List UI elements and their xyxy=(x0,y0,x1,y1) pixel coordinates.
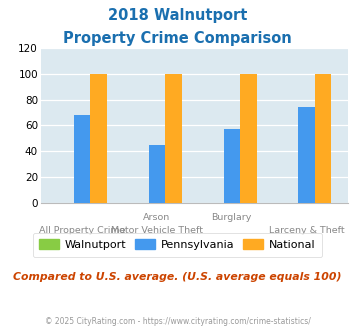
Text: © 2025 CityRating.com - https://www.cityrating.com/crime-statistics/: © 2025 CityRating.com - https://www.city… xyxy=(45,317,310,326)
Text: Compared to U.S. average. (U.S. average equals 100): Compared to U.S. average. (U.S. average … xyxy=(13,272,342,282)
Text: Burglary: Burglary xyxy=(212,213,252,222)
Text: Property Crime Comparison: Property Crime Comparison xyxy=(63,31,292,46)
Bar xyxy=(315,74,332,203)
Bar xyxy=(224,129,240,203)
Text: 2018 Walnutport: 2018 Walnutport xyxy=(108,8,247,23)
Bar xyxy=(299,107,315,203)
Bar xyxy=(240,74,257,203)
Bar xyxy=(74,115,90,203)
Text: Arson: Arson xyxy=(143,213,170,222)
Bar xyxy=(149,145,165,203)
Legend: Walnutport, Pennsylvania, National: Walnutport, Pennsylvania, National xyxy=(33,233,322,257)
Text: Motor Vehicle Theft: Motor Vehicle Theft xyxy=(111,226,203,235)
Bar xyxy=(90,74,107,203)
Text: Larceny & Theft: Larceny & Theft xyxy=(269,226,344,235)
Text: All Property Crime: All Property Crime xyxy=(39,226,125,235)
Bar xyxy=(165,74,182,203)
